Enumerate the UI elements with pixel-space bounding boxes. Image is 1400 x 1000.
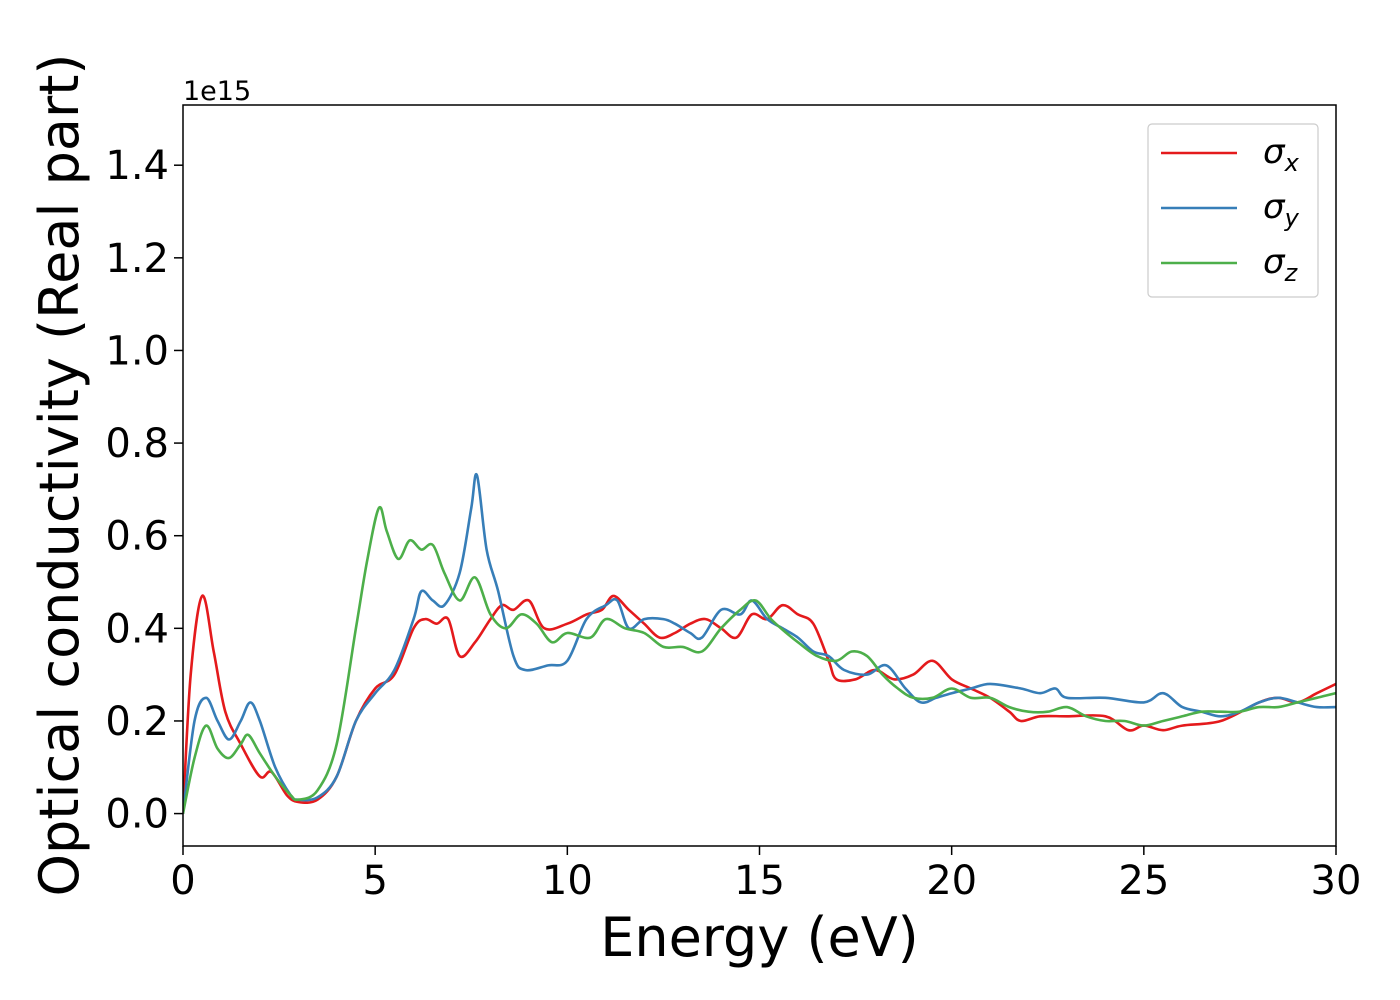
y-axis-label: Optical conductivity (Real part) bbox=[28, 54, 91, 897]
x-tick-label: 15 bbox=[734, 858, 785, 904]
y-tick-label: 0.8 bbox=[105, 421, 169, 467]
x-tick-label: 25 bbox=[1118, 858, 1169, 904]
x-tick-label: 5 bbox=[362, 858, 387, 904]
y-tick-label: 0.2 bbox=[105, 699, 169, 745]
y-axis-ticks: 0.0 0.2 0.4 0.6 0.8 1.0 1.2 1.4 bbox=[105, 143, 183, 838]
y-tick-label: 1.2 bbox=[105, 236, 169, 282]
legend-entries: σx σy σz bbox=[1161, 132, 1300, 287]
legend-frame bbox=[1147, 123, 1319, 298]
legend: σx σy σz bbox=[1147, 123, 1319, 298]
x-tick-label: 0 bbox=[170, 858, 195, 904]
series-layer bbox=[183, 472, 1336, 814]
legend-label-y: σy bbox=[1263, 187, 1300, 232]
legend-label-z: σz bbox=[1263, 242, 1299, 287]
x-tick-label: 30 bbox=[1311, 858, 1362, 904]
y-tick-label: 0.0 bbox=[105, 792, 169, 838]
x-tick-label: 10 bbox=[542, 858, 593, 904]
x-axis-label: Energy (eV) bbox=[600, 906, 919, 969]
series-line-z bbox=[183, 505, 1336, 814]
y-tick-label: 1.0 bbox=[105, 328, 169, 374]
legend-label-x: σx bbox=[1263, 132, 1300, 177]
x-axis-ticks: 0 5 10 15 20 25 30 bbox=[170, 846, 1361, 904]
y-tick-label: 0.4 bbox=[105, 606, 169, 652]
y-offset-label: 1e15 bbox=[183, 76, 251, 107]
y-tick-label: 1.4 bbox=[105, 143, 169, 189]
y-tick-label: 0.6 bbox=[105, 514, 169, 560]
x-tick-label: 20 bbox=[926, 858, 977, 904]
series-line-y bbox=[183, 472, 1336, 814]
